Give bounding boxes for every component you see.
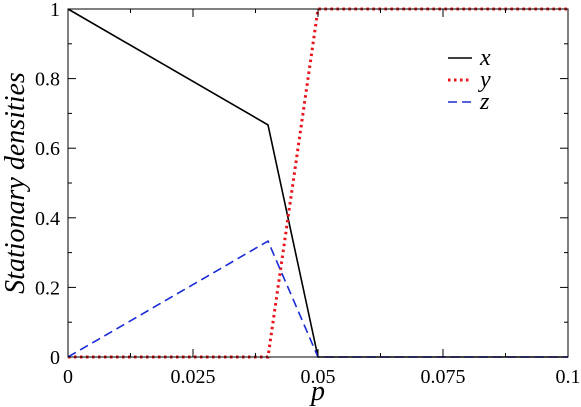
y-axis-label: Stationary densities bbox=[0, 72, 31, 294]
legend-label-y: y bbox=[478, 67, 491, 93]
y-tick-label: 0.6 bbox=[35, 138, 60, 160]
series-line-z bbox=[67, 239, 568, 358]
y-tick-label: 1 bbox=[50, 0, 60, 21]
series-line-x bbox=[67, 8, 568, 358]
x-tick-label: 0.05 bbox=[301, 366, 336, 388]
plot-frame bbox=[67, 8, 569, 358]
y-tick-label: 0.2 bbox=[35, 277, 60, 299]
legend: xyz bbox=[448, 45, 491, 115]
y-tick-label: 0 bbox=[50, 347, 60, 369]
axis-tick-labels: 0 0.025 0.05 0.075 0.1 0 0.2 0.4 0.6 0.8 1 bbox=[35, 0, 581, 388]
x-tick-label: 0.025 bbox=[171, 366, 216, 388]
x-tick-label: 0 bbox=[63, 366, 73, 388]
series-line-y bbox=[68, 7, 568, 359]
y-tick-label: 0.4 bbox=[35, 208, 60, 230]
y-tick-label: 0.8 bbox=[35, 69, 60, 91]
plot-series-group bbox=[67, 7, 568, 359]
x-tick-label: 0.075 bbox=[421, 366, 466, 388]
legend-label-z: z bbox=[479, 89, 490, 115]
x-tick-label: 0.1 bbox=[556, 366, 581, 388]
axis-ticks bbox=[67, 8, 569, 358]
legend-label-x: x bbox=[479, 45, 491, 71]
x-axis-label: p bbox=[309, 376, 325, 407]
